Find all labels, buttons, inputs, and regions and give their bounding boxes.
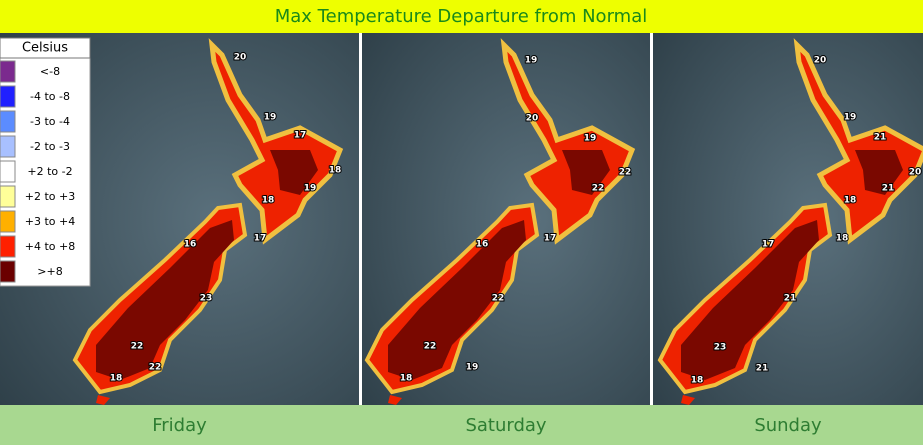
page-title: Max Temperature Departure from Normal — [275, 6, 647, 27]
temperature-label: 21 — [882, 184, 895, 194]
temperature-label: 17 — [294, 131, 307, 141]
temperature-label: 23 — [714, 343, 727, 353]
temperature-label: 22 — [619, 168, 632, 178]
day-label: Friday — [152, 415, 207, 436]
temperature-label: 18 — [110, 374, 123, 384]
temperature-label: 21 — [784, 294, 797, 304]
temperature-label: 19 — [584, 134, 597, 144]
temperature-label: 22 — [424, 342, 437, 352]
day-label: Saturday — [465, 415, 546, 436]
legend-label: >+8 — [37, 265, 62, 278]
legend-swatch — [0, 60, 16, 83]
title-bar — [0, 0, 923, 33]
temperature-label: 20 — [909, 168, 922, 178]
temperature-label: 16 — [184, 240, 197, 250]
legend-swatch — [0, 185, 16, 208]
legend-header-box — [0, 37, 91, 59]
legend-label: <-8 — [40, 65, 60, 78]
temperature-label: 19 — [844, 113, 857, 123]
temperature-label: 22 — [149, 363, 162, 373]
temperature-label: 19 — [466, 363, 479, 373]
legend-label: -3 to -4 — [30, 115, 70, 128]
temperature-label: 17 — [544, 234, 557, 244]
temperature-label: 21 — [874, 133, 887, 143]
legend: Celsius <-8 -4 to -8 -3 to -4 -2 to -3 +2 to… — [0, 37, 91, 287]
temperature-label: 20 — [526, 114, 539, 124]
legend-label: +2 to +3 — [25, 190, 75, 203]
map-panel: 20 19 21 20 21 18 18 17 21 23 21 18 — [653, 33, 923, 405]
temperature-label: 18 — [844, 196, 857, 206]
temperature-label: 18 — [836, 234, 849, 244]
legend-swatch — [0, 260, 16, 283]
temperature-label: 19 — [304, 184, 317, 194]
map-panel: 19 20 19 22 22 17 16 22 22 19 18 — [362, 33, 650, 405]
legend-header: Celsius — [22, 41, 68, 56]
day-bar — [0, 405, 923, 445]
temperature-label: 19 — [525, 56, 538, 66]
legend-swatch — [0, 160, 16, 183]
temperature-label: 22 — [492, 294, 505, 304]
temperature-label: 21 — [756, 364, 769, 374]
temperature-label: 22 — [592, 184, 605, 194]
legend-label: +3 to +4 — [25, 215, 75, 228]
legend-swatch — [0, 110, 16, 133]
temperature-label: 19 — [264, 113, 277, 123]
legend-swatch — [0, 235, 16, 258]
legend-swatch — [0, 135, 16, 158]
legend-label: +2 to -2 — [27, 165, 72, 178]
temperature-label: 18 — [329, 166, 342, 176]
temperature-label: 20 — [814, 56, 827, 66]
legend-swatch — [0, 85, 16, 108]
legend-label: -2 to -3 — [30, 140, 70, 153]
temperature-label: 16 — [476, 240, 489, 250]
temperature-label: 20 — [234, 53, 247, 63]
temperature-label: 18 — [400, 374, 413, 384]
legend-swatch — [0, 210, 16, 233]
day-label: Sunday — [754, 415, 822, 436]
legend-label: -4 to -8 — [30, 90, 70, 103]
legend-label: +4 to +8 — [25, 240, 75, 253]
temperature-label: 18 — [691, 376, 704, 386]
temperature-label: 22 — [131, 342, 144, 352]
temperature-label: 17 — [762, 240, 775, 250]
temperature-label: 18 — [262, 196, 275, 206]
temperature-label: 17 — [254, 234, 267, 244]
temperature-label: 23 — [200, 294, 213, 304]
